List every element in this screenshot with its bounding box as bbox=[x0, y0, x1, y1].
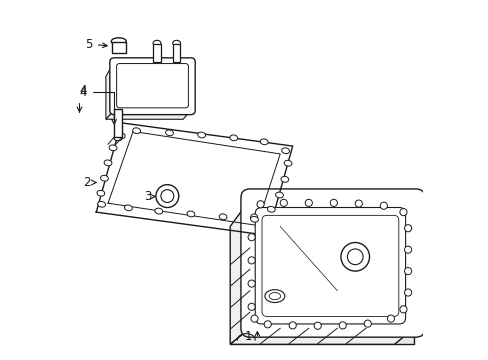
Ellipse shape bbox=[186, 211, 194, 217]
Ellipse shape bbox=[155, 208, 163, 214]
Polygon shape bbox=[106, 111, 190, 119]
Polygon shape bbox=[106, 62, 114, 119]
Circle shape bbox=[305, 199, 312, 206]
Circle shape bbox=[264, 321, 271, 328]
Ellipse shape bbox=[104, 160, 112, 166]
Circle shape bbox=[399, 306, 406, 313]
Ellipse shape bbox=[172, 40, 180, 46]
Circle shape bbox=[346, 249, 363, 265]
Ellipse shape bbox=[98, 201, 105, 207]
Polygon shape bbox=[230, 328, 413, 344]
Ellipse shape bbox=[281, 148, 289, 154]
Circle shape bbox=[159, 87, 164, 93]
Ellipse shape bbox=[114, 136, 122, 141]
Ellipse shape bbox=[281, 176, 288, 182]
Ellipse shape bbox=[275, 192, 283, 198]
Circle shape bbox=[247, 280, 255, 287]
Circle shape bbox=[404, 246, 411, 253]
Bar bbox=[114, 109, 122, 137]
Ellipse shape bbox=[132, 128, 140, 134]
Circle shape bbox=[280, 199, 287, 206]
Text: 4: 4 bbox=[80, 86, 116, 124]
Circle shape bbox=[329, 199, 337, 206]
Circle shape bbox=[257, 201, 264, 208]
Ellipse shape bbox=[264, 290, 285, 302]
Circle shape bbox=[156, 185, 179, 207]
Circle shape bbox=[313, 322, 321, 329]
Ellipse shape bbox=[197, 132, 205, 138]
Ellipse shape bbox=[131, 95, 154, 106]
Bar bbox=[153, 44, 160, 62]
Ellipse shape bbox=[97, 190, 104, 196]
Text: 5: 5 bbox=[85, 38, 107, 51]
Text: 2: 2 bbox=[83, 176, 96, 189]
Bar bbox=[173, 44, 180, 62]
Ellipse shape bbox=[219, 214, 226, 220]
Text: 4: 4 bbox=[77, 84, 87, 112]
Bar bbox=[111, 42, 125, 53]
Circle shape bbox=[364, 320, 370, 327]
Ellipse shape bbox=[268, 293, 280, 300]
Circle shape bbox=[250, 315, 258, 322]
FancyBboxPatch shape bbox=[110, 58, 195, 114]
Ellipse shape bbox=[117, 133, 125, 139]
Circle shape bbox=[404, 225, 411, 232]
FancyBboxPatch shape bbox=[116, 64, 188, 108]
Ellipse shape bbox=[267, 206, 275, 212]
Ellipse shape bbox=[229, 135, 237, 141]
Polygon shape bbox=[230, 200, 249, 344]
FancyBboxPatch shape bbox=[262, 215, 398, 316]
Ellipse shape bbox=[153, 40, 161, 46]
Ellipse shape bbox=[124, 205, 132, 211]
Circle shape bbox=[339, 322, 346, 329]
Circle shape bbox=[247, 257, 255, 264]
Ellipse shape bbox=[165, 130, 173, 136]
Circle shape bbox=[247, 234, 255, 241]
Ellipse shape bbox=[109, 145, 117, 151]
Circle shape bbox=[340, 243, 369, 271]
Ellipse shape bbox=[111, 38, 126, 45]
Text: 3: 3 bbox=[143, 190, 155, 203]
Circle shape bbox=[288, 322, 296, 329]
Circle shape bbox=[404, 267, 411, 275]
Ellipse shape bbox=[101, 175, 108, 181]
Circle shape bbox=[144, 87, 149, 93]
Circle shape bbox=[247, 303, 255, 310]
FancyBboxPatch shape bbox=[255, 207, 405, 324]
Circle shape bbox=[386, 315, 394, 322]
FancyBboxPatch shape bbox=[241, 189, 424, 337]
Text: 1: 1 bbox=[244, 330, 259, 343]
Polygon shape bbox=[230, 328, 413, 344]
Circle shape bbox=[380, 202, 386, 209]
Ellipse shape bbox=[260, 139, 267, 145]
Circle shape bbox=[152, 87, 157, 93]
Circle shape bbox=[354, 200, 362, 207]
Circle shape bbox=[250, 214, 257, 221]
Ellipse shape bbox=[284, 160, 291, 166]
Circle shape bbox=[399, 208, 406, 216]
Circle shape bbox=[404, 289, 411, 296]
Circle shape bbox=[161, 190, 173, 203]
Ellipse shape bbox=[250, 216, 258, 222]
